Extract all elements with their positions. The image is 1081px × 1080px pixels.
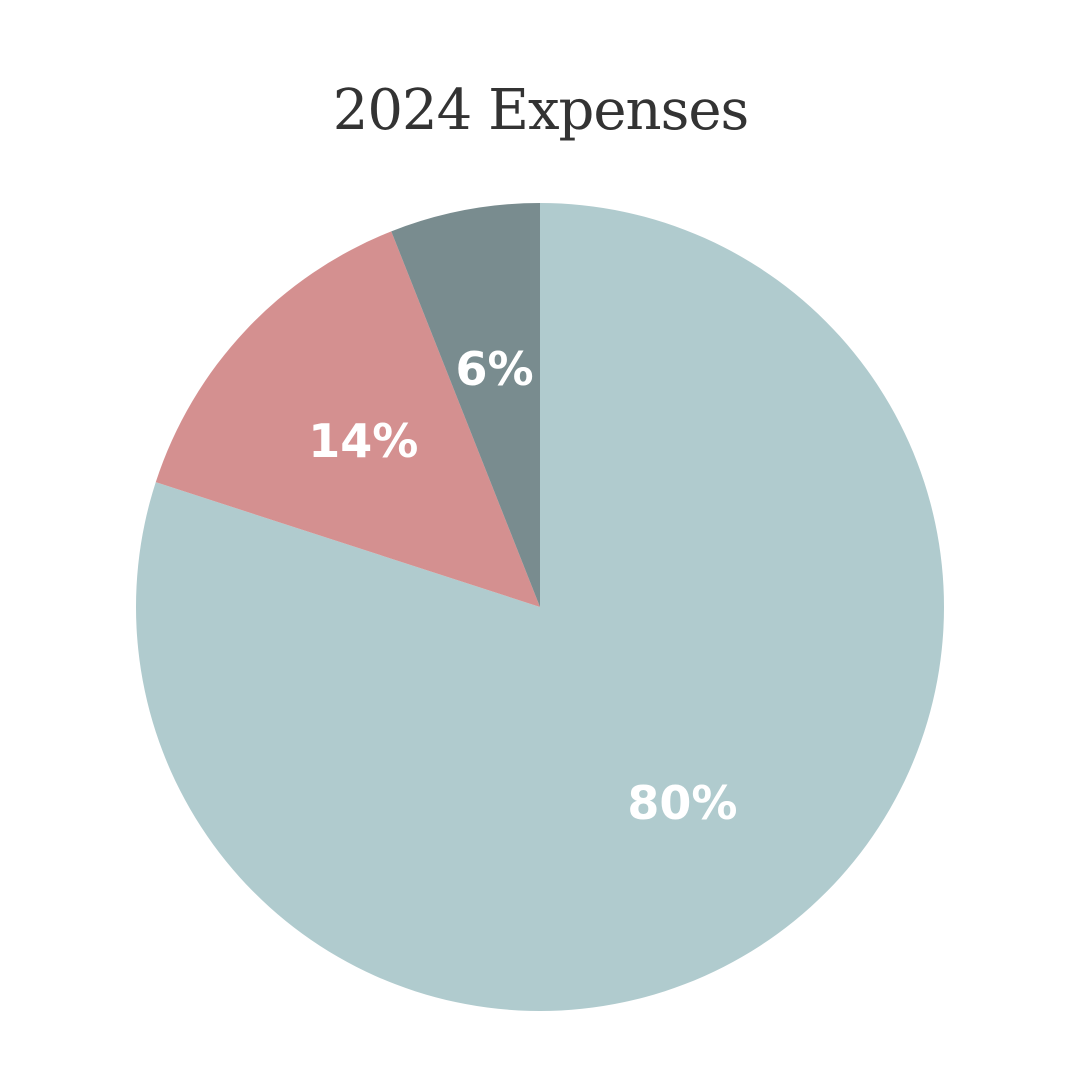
pie-slice-3 [391,203,540,607]
pie-slice-label-3: 6% [456,342,534,396]
pie-slice-1 [136,203,945,1011]
pie-slice-label-2: 14% [308,414,418,468]
chart-title: 2024 Expenses [332,78,749,143]
pie-labels: 80% 14% 6% [308,342,737,830]
pie-slice-label-1: 80% [627,776,737,830]
pie-slices [136,203,945,1011]
pie-slice-2 [155,231,540,607]
